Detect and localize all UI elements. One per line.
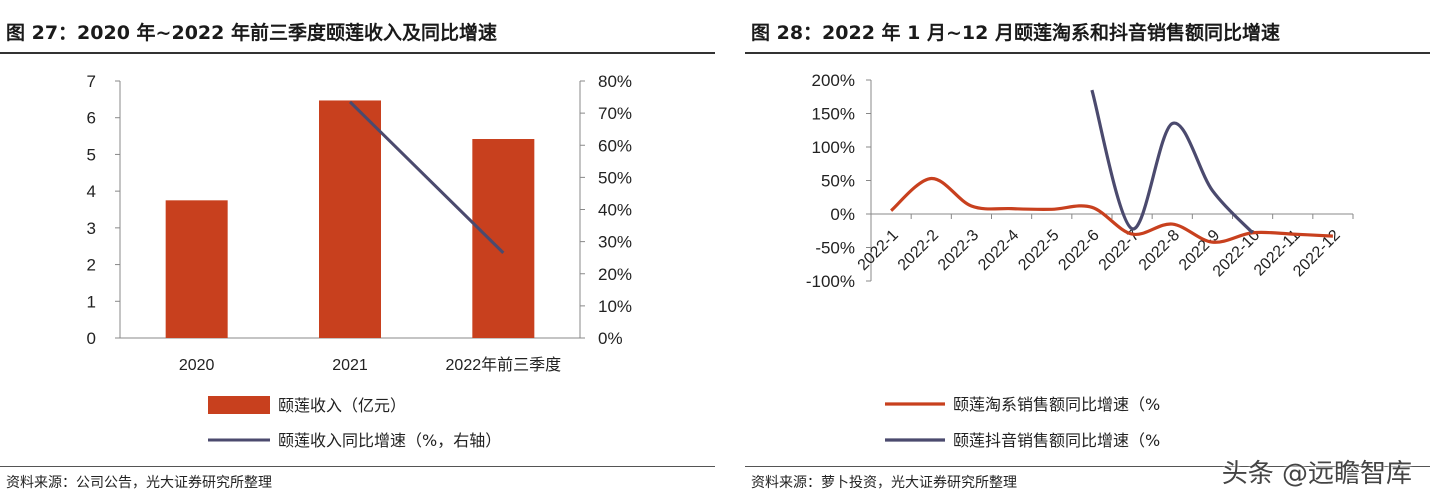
left-figure-panel: 图 27：2020 年~2022 年前三季度颐莲收入及同比增速 0 1 2 3 4 5 6 7… [0,22,715,491]
legend-taobao-label: 颐莲淘系销售额同比增速（% [953,395,1160,414]
taobao-growth-line [890,176,1333,244]
x-tick-label: 2022-3 [935,227,982,274]
right-y-tick-label: 80% [598,72,632,91]
revenue-bar [165,200,228,338]
x-tick-label: 2022年前三季度 [446,356,562,374]
growth-line [348,100,505,254]
y-tick-label: 50% [821,172,855,191]
legend-bar-label: 颐莲收入（亿元） [278,396,406,415]
right-figure-panel: 图 28：2022 年 1 月~12 月颐莲淘系和抖音销售额同比增速 -100%… [745,0,1430,504]
left-y-tick-label: 4 [87,182,96,201]
douyin-growth-line [1090,89,1254,234]
right-y-tick-label: 70% [598,104,632,123]
x-tick-label: 2020 [179,357,215,374]
left-title-rule [0,52,715,54]
right-y-tick-label: 40% [598,201,632,220]
y-tick-label: 150% [812,105,855,124]
y-tick-label: 0% [830,205,855,224]
y-tick-label: 200% [812,71,855,90]
y-tick-label: 100% [812,138,855,157]
right-y-tick-label: 0% [598,329,623,348]
right-y-tick-label: 20% [598,265,632,284]
left-y-tick-label: 5 [87,145,96,164]
revenue-bar [319,100,381,338]
right-source-note: 资料来源：萝卜投资，光大证券研究所整理 [751,475,1017,491]
revenue-bar [472,139,535,338]
x-tick-label: 2022-4 [975,227,1022,274]
legend-douyin-label: 颐莲抖音销售额同比增速（% [953,431,1160,450]
legend-line-label: 颐莲收入同比增速（%，右轴） [278,431,501,450]
right-figure-title: 图 28：2022 年 1 月~12 月颐莲淘系和抖音销售额同比增速 [751,22,1280,44]
left-y-tick-label: 0 [87,329,96,348]
right-chart: -100%-50%0%50%100%150%200%2022-12022-220… [806,71,1354,450]
right-y-tick-label: 30% [598,233,632,252]
right-y-tick-label: 50% [598,168,632,187]
x-tick-label: 2022-2 [895,227,942,274]
left-y-tick-label: 3 [87,219,96,238]
right-source-rule [745,466,1430,467]
x-tick-label: 2022-6 [1055,227,1102,274]
left-y-tick-label: 6 [87,109,96,128]
left-figure-title: 图 27：2020 年~2022 年前三季度颐莲收入及同比增速 [6,22,497,44]
left-y-tick-label: 2 [87,256,96,275]
left-source-note: 资料来源：公司公告，光大证券研究所整理 [6,475,272,491]
left-y-tick-label: 7 [87,72,96,91]
left-source-rule [0,466,715,467]
watermark: 头条 @远瞻智库 [1221,459,1412,489]
x-tick-label: 2022-1 [855,227,902,274]
y-tick-label: -50% [815,239,855,258]
legend-bar-swatch [208,396,270,414]
right-title-rule [745,52,1430,54]
x-tick-label: 2021 [332,357,368,374]
y-tick-label: -100% [806,272,855,291]
right-y-tick-label: 60% [598,136,632,155]
x-tick-label: 2022-5 [1015,227,1062,274]
right-y-tick-label: 10% [598,297,632,316]
left-y-tick-label: 1 [87,292,96,311]
